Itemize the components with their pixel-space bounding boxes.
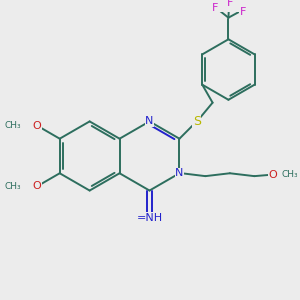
Text: N: N [145,116,154,126]
Text: F: F [227,0,233,8]
Text: F: F [240,7,246,17]
Text: N: N [175,168,184,178]
Text: CH₃: CH₃ [281,170,298,179]
Text: O: O [33,121,42,131]
Text: F: F [212,3,219,13]
Text: =NH: =NH [136,213,163,223]
Text: O: O [33,181,42,191]
Text: CH₃: CH₃ [5,121,21,130]
Text: O: O [269,170,278,180]
Text: CH₃: CH₃ [5,182,21,191]
Text: S: S [193,115,201,128]
